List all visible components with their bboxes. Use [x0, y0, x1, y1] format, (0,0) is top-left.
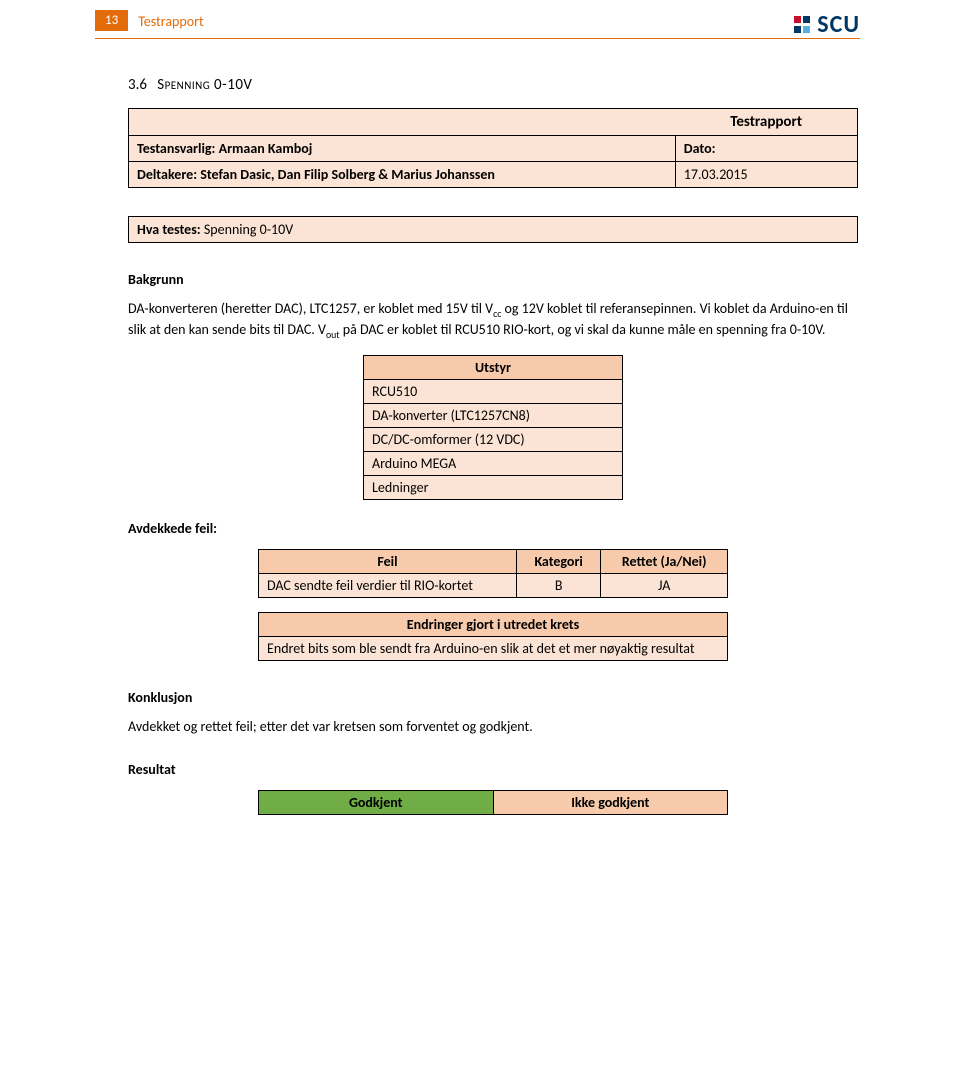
utstyr-row: Ledninger: [364, 476, 623, 500]
logo-text: SCU: [817, 10, 860, 39]
utstyr-row: RCU510: [364, 380, 623, 404]
hva-testes-label: Hva testes:: [137, 221, 201, 238]
page-number: 13: [95, 10, 128, 31]
bakgrunn-sub2: out: [326, 328, 340, 340]
page-header: 13 Testrapport SCU: [95, 10, 860, 39]
konklusjon-heading: Konklusjon: [128, 689, 858, 706]
resultat-heading: Resultat: [128, 761, 858, 778]
feil-cell-kategori: B: [516, 574, 600, 598]
feil-cell-rettet: JA: [601, 574, 728, 598]
logo: SCU: [791, 10, 860, 39]
utstyr-row: DA-konverter (LTC1257CN8): [364, 404, 623, 428]
responsible-label: Testansvarlig: Armaan Kamboj: [129, 136, 676, 162]
avdekkede-heading: Avdekkede feil:: [128, 520, 858, 537]
header-underline: [95, 38, 860, 39]
section-title: Spenning 0-10V: [157, 76, 252, 94]
utstyr-header: Utstyr: [364, 356, 623, 380]
endringer-row: Endret bits som ble sendt fra Arduino-en…: [259, 637, 728, 661]
content-area: 3.6 Spenning 0-10V Testrapport Testansva…: [128, 76, 858, 815]
utstyr-row: DC/DC-omformer (12 VDC): [364, 428, 623, 452]
bakgrunn-heading: Bakgrunn: [128, 271, 858, 288]
bakgrunn-p3: på DAC er koblet til RCU510 RIO-kort, og…: [340, 321, 826, 338]
hva-testes-value: Spenning 0-10V: [204, 221, 293, 238]
resultat-ikke-godkjent: Ikke godkjent: [493, 791, 728, 815]
feil-header-kategori: Kategori: [516, 550, 600, 574]
feil-cell-feil: DAC sendte feil verdier til RIO-kortet: [259, 574, 517, 598]
utstyr-row: Arduino MEGA: [364, 452, 623, 476]
utstyr-table: Utstyr RCU510 DA-konverter (LTC1257CN8) …: [363, 355, 623, 500]
testrapport-header: Testrapport: [675, 109, 857, 136]
resultat-table: Godkjent Ikke godkjent: [258, 790, 728, 815]
date-value: 17.03.2015: [675, 162, 857, 188]
konklusjon-text: Avdekket og rettet feil; etter det var k…: [128, 718, 858, 735]
section-heading: 3.6 Spenning 0-10V: [128, 76, 858, 94]
feil-header-feil: Feil: [259, 550, 517, 574]
bakgrunn-p1: DA-konverteren (heretter DAC), LTC1257, …: [128, 300, 493, 317]
endringer-table: Endringer gjort i utredet krets Endret b…: [258, 612, 728, 661]
logo-icon: [791, 14, 813, 36]
section-number: 3.6: [128, 76, 147, 94]
hva-testes-cell: Hva testes: Spenning 0-10V: [129, 217, 858, 243]
hva-testes-table: Hva testes: Spenning 0-10V: [128, 216, 858, 243]
bakgrunn-text: DA-konverteren (heretter DAC), LTC1257, …: [128, 300, 858, 341]
header-title: Testrapport: [138, 10, 204, 30]
participants-label: Deltakere: Stefan Dasic, Dan Filip Solbe…: [129, 162, 676, 188]
feil-header-rettet: Rettet (Ja/Nei): [601, 550, 728, 574]
page-number-box: 13 Testrapport: [95, 10, 204, 31]
endringer-header: Endringer gjort i utredet krets: [259, 613, 728, 637]
feil-table: Feil Kategori Rettet (Ja/Nei) DAC sendte…: [258, 549, 728, 598]
resultat-godkjent: Godkjent: [259, 791, 494, 815]
testrapport-table: Testrapport Testansvarlig: Armaan Kamboj…: [128, 108, 858, 188]
date-label: Dato:: [675, 136, 857, 162]
